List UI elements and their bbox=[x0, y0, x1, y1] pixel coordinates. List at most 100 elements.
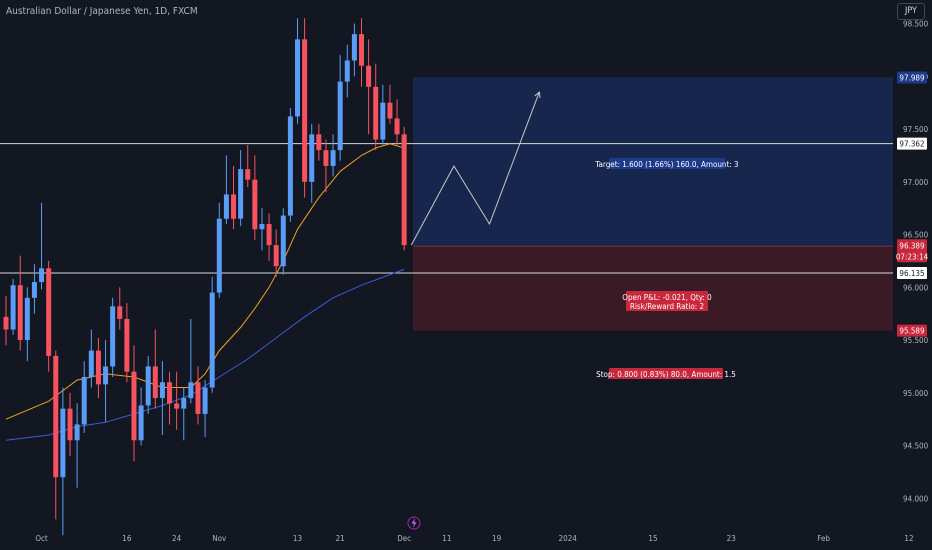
candle-body bbox=[295, 39, 301, 117]
candle bbox=[74, 403, 80, 488]
candle bbox=[280, 208, 286, 275]
candle-body bbox=[195, 382, 201, 414]
countdown-badge: 07:23:14 bbox=[896, 250, 929, 263]
horizontal-lines[interactable] bbox=[0, 143, 893, 274]
candle bbox=[46, 260, 52, 372]
candle-body bbox=[145, 366, 151, 406]
entry-badge-text: 96.389 bbox=[899, 241, 925, 250]
candle bbox=[195, 366, 201, 425]
target-badge-box bbox=[897, 71, 927, 84]
candle bbox=[359, 18, 364, 87]
candle bbox=[124, 303, 130, 383]
candle-body bbox=[344, 60, 350, 82]
candle bbox=[103, 340, 109, 423]
x-tick-label: 13 bbox=[293, 534, 302, 543]
projection-path[interactable] bbox=[410, 91, 541, 246]
candle bbox=[231, 165, 237, 230]
candle-body bbox=[223, 194, 229, 219]
countdown-badge-box bbox=[897, 250, 927, 263]
x-tick-label: 19 bbox=[492, 534, 502, 543]
candle bbox=[295, 18, 301, 124]
candle bbox=[39, 202, 45, 290]
candle-body bbox=[245, 169, 251, 180]
candle-body bbox=[266, 224, 272, 246]
time-axis[interactable]: Oct1624Nov1321Dec111920241523Feb1220 bbox=[35, 534, 932, 543]
candle-body bbox=[95, 350, 101, 385]
candle-body bbox=[39, 268, 45, 283]
x-tick-label: Feb bbox=[817, 534, 830, 543]
candle bbox=[174, 371, 180, 430]
candle bbox=[53, 350, 59, 520]
line-lower-badge: 96.135 bbox=[897, 267, 927, 280]
y-tick-label: 94.500 bbox=[903, 442, 929, 451]
candle bbox=[131, 345, 137, 462]
line-upper-badge-text: 97.362 bbox=[899, 140, 924, 149]
candle-body bbox=[202, 387, 208, 414]
candle bbox=[344, 44, 350, 98]
x-tick-label: 12 bbox=[904, 534, 913, 543]
line-upper-badge-box bbox=[897, 137, 927, 150]
candle bbox=[245, 144, 251, 188]
candle-body bbox=[287, 116, 293, 216]
candle-body bbox=[323, 150, 329, 166]
candle bbox=[273, 229, 279, 277]
candle bbox=[110, 297, 116, 377]
candle-body bbox=[74, 424, 80, 441]
stop-label-text: Stop: 0.800 (0.83%) 80.0, Amount: 1.5 bbox=[596, 370, 736, 379]
target-label: Target: 1.600 (1.66%) 160.0, Amount: 3 bbox=[594, 158, 739, 169]
candle-body bbox=[17, 285, 23, 341]
candle-body bbox=[252, 179, 258, 230]
candles bbox=[3, 18, 407, 536]
ma-blue-line bbox=[5, 268, 405, 441]
candle-body bbox=[394, 118, 400, 135]
candle-body bbox=[159, 382, 165, 399]
candle-body bbox=[88, 350, 94, 377]
stop-badge-text: 95.589 bbox=[899, 327, 925, 336]
target-badge-text: 97.989 bbox=[899, 73, 925, 82]
currency-button[interactable]: JPY bbox=[897, 3, 925, 20]
candle-body bbox=[3, 316, 9, 330]
target-label-box bbox=[609, 158, 725, 169]
candle-body bbox=[216, 218, 222, 293]
candle bbox=[88, 329, 94, 388]
candle-body bbox=[167, 382, 173, 404]
candle-body bbox=[280, 215, 286, 267]
candle-body bbox=[231, 194, 237, 219]
candle bbox=[401, 126, 407, 251]
candle-body bbox=[152, 366, 158, 399]
y-tick-label: 95.000 bbox=[903, 389, 929, 398]
entry-badge: 96.389 bbox=[897, 239, 927, 252]
candle-body bbox=[31, 282, 37, 298]
candle-body bbox=[387, 102, 393, 119]
candle bbox=[316, 123, 322, 161]
countdown-badge-text: 07:23:14 bbox=[896, 252, 929, 261]
y-tick-label: 96.000 bbox=[903, 283, 929, 292]
candle-body bbox=[359, 34, 364, 66]
candle-body bbox=[373, 86, 379, 140]
price-axis-badges: 97.989 97.362 96.389 07:23:14 96.135 95.589 bbox=[896, 71, 929, 337]
x-tick-label: 16 bbox=[122, 534, 132, 543]
candle-body bbox=[380, 102, 386, 140]
candle-body bbox=[131, 371, 137, 441]
projection-line[interactable] bbox=[410, 91, 540, 246]
candle bbox=[238, 150, 244, 227]
x-tick-label: 21 bbox=[336, 534, 345, 543]
chart-title: Australian Dollar / Japanese Yen, 1D, FX… bbox=[6, 6, 198, 17]
lightning-icon[interactable] bbox=[407, 516, 421, 530]
stop-label: Stop: 0.800 (0.83%) 80.0, Amount: 1.5 bbox=[596, 368, 736, 379]
candle-body bbox=[181, 398, 187, 409]
y-tick-label: 94.000 bbox=[903, 494, 929, 503]
candle bbox=[351, 23, 357, 77]
candle bbox=[337, 55, 343, 161]
candle bbox=[159, 361, 165, 435]
candle bbox=[366, 39, 372, 135]
candle-body bbox=[10, 285, 16, 330]
candle bbox=[145, 355, 151, 414]
candle bbox=[373, 63, 379, 151]
candle-body bbox=[337, 81, 343, 151]
candle-body bbox=[124, 318, 130, 372]
candle-body bbox=[316, 134, 322, 151]
candle-body bbox=[351, 34, 357, 61]
projection-arrowhead bbox=[534, 91, 541, 99]
